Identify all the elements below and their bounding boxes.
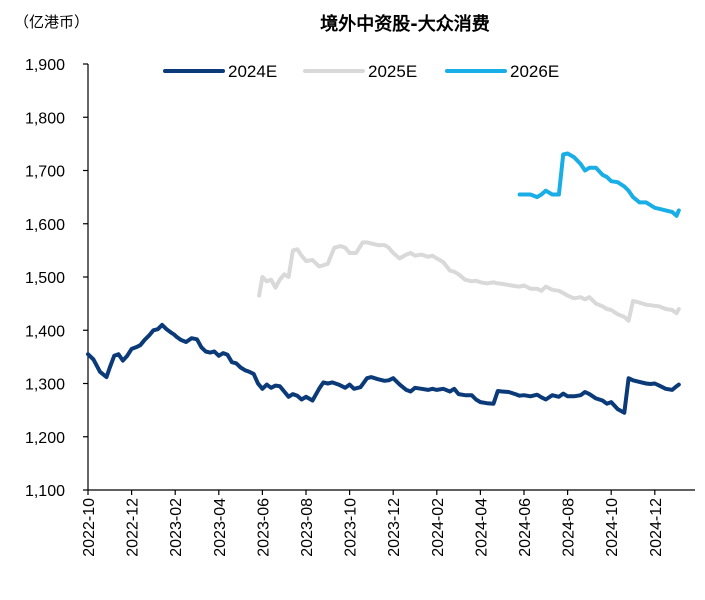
series-layer <box>86 151 681 415</box>
y-tick-label: 1,700 <box>25 164 65 181</box>
series-line-2024e <box>86 322 681 415</box>
legend-label-2026e: 2026E <box>510 62 559 81</box>
y-tick-label: 1,900 <box>25 57 65 74</box>
x-tick-label: 2023-06 <box>255 498 272 557</box>
x-tick-label: 2024-08 <box>561 498 578 557</box>
legend: 2024E 2025E 2026E <box>163 62 559 81</box>
x-tick-label: 2023-10 <box>343 498 360 557</box>
x-tick-label: 2023-04 <box>212 498 229 557</box>
x-tick-label: 2024-04 <box>473 498 490 557</box>
x-tick-label: 2024-06 <box>517 498 534 557</box>
unit-label: （亿港币） <box>14 13 89 31</box>
y-tick-label: 1,200 <box>25 430 65 447</box>
x-tick-label: 2024-12 <box>648 498 665 557</box>
y-tick-label: 1,800 <box>25 110 65 127</box>
y-axis: 1,100 1,200 1,300 1,400 1,500 1,600 1,700 1,800… <box>25 57 89 500</box>
y-tick-label: 1,100 <box>25 483 65 500</box>
y-tick-label: 1,500 <box>25 270 65 287</box>
x-tick-label: 2023-12 <box>386 498 403 557</box>
x-tick-label: 2024-02 <box>430 498 447 557</box>
series-line-2026e <box>517 151 681 218</box>
x-tick-label: 2022-10 <box>81 498 98 557</box>
y-tick-label: 1,400 <box>25 323 65 340</box>
x-tick-label: 2023-02 <box>168 498 185 557</box>
x-axis: 2022-10 2022-12 2023-02 2023-04 2023-06 2023-… <box>81 489 695 557</box>
chart-title: 境外中资股-大众消费 <box>320 13 489 35</box>
x-tick-label: 2022-12 <box>125 498 142 557</box>
x-tick-label: 2024-10 <box>604 498 621 557</box>
y-tick-label: 1,300 <box>25 377 65 394</box>
x-tick-label: 2023-08 <box>299 498 316 557</box>
legend-label-2025e: 2025E <box>368 62 417 81</box>
legend-label-2024e: 2024E <box>228 62 277 81</box>
series-line-2025e <box>257 240 681 323</box>
y-tick-label: 1,600 <box>25 217 65 234</box>
